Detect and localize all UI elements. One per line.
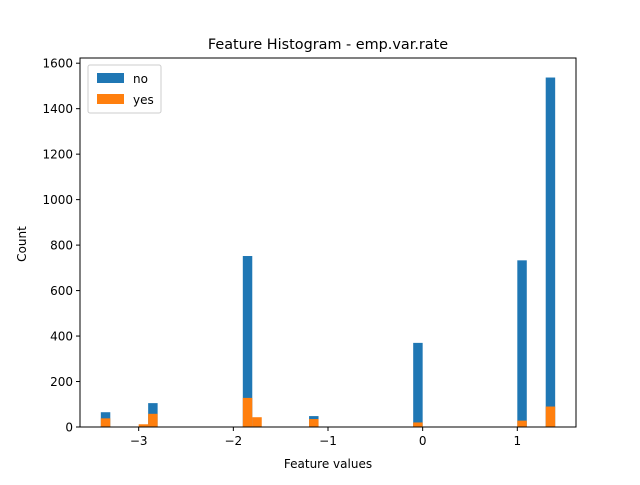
bar-yes-8 [545, 406, 556, 427]
y-tick-label-2: 400 [50, 330, 73, 344]
y-tick-label-4: 800 [50, 239, 73, 253]
legend-label-no: no [133, 72, 148, 86]
bar-no-2 [242, 256, 253, 427]
y-tick-label-3: 600 [50, 284, 73, 298]
x-tick-label-3: 0 [419, 434, 427, 448]
bar-yes-2 [148, 413, 158, 427]
chart-title: Feature Histogram - emp.var.rate [208, 37, 448, 53]
bar-yes-3 [242, 397, 253, 427]
y-tick-label-7: 1400 [42, 102, 73, 116]
y-tick-label-5: 1000 [42, 193, 73, 207]
bar-yes-4 [252, 417, 262, 427]
bar-yes-7 [517, 420, 527, 427]
legend-swatch-no [97, 73, 124, 83]
bar-no-6 [545, 77, 556, 427]
legend: no yes [87, 64, 162, 114]
x-tick-label-2: −1 [319, 434, 337, 448]
x-tick-label-1: −2 [224, 434, 242, 448]
bar-yes-6 [413, 422, 423, 427]
x-axis-label: Feature values [284, 457, 372, 471]
bar-no-5 [517, 260, 527, 427]
y-tick-label-8: 1600 [42, 57, 73, 71]
y-tick-label-0: 0 [65, 421, 73, 435]
legend-label-yes: yes [133, 93, 154, 107]
bar-no-4 [413, 342, 423, 427]
x-tick-label-4: 1 [513, 434, 521, 448]
y-tick-label-1: 200 [50, 375, 73, 389]
y-axis-label: Count [15, 226, 29, 262]
bar-yes-0 [100, 418, 111, 427]
y-tick-label-6: 1200 [42, 148, 73, 162]
axes-layer: −3 −2 −1 0 1 0 200 400 600 800 1000 1200 1400 1600 [42, 57, 577, 448]
bar-yes-5 [309, 419, 319, 427]
legend-swatch-yes [97, 94, 124, 104]
bar-yes-1 [138, 424, 149, 427]
x-tick-label-0: −3 [130, 434, 148, 448]
bars-layer [100, 77, 556, 427]
